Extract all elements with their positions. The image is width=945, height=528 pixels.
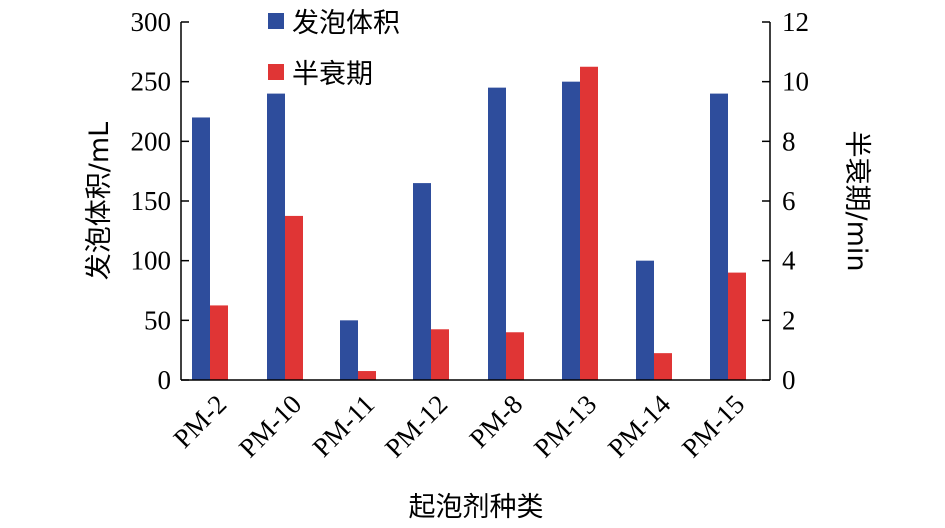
y2-tick-label: 2 (782, 305, 796, 335)
x-tick-label: PM-2 (168, 389, 233, 454)
y-tick-label: 200 (131, 126, 172, 156)
legend-swatch-halflife (268, 64, 284, 80)
bar-volume-pm-2 (192, 117, 210, 380)
right-ticks-group: 0 2 4 6 8 10 12 (762, 7, 809, 395)
y-tick-label: 0 (158, 365, 172, 395)
legend: 发泡体积 半衰期 (268, 8, 400, 90)
bar-volume-pm-12 (413, 183, 431, 380)
y2-tick-label: 10 (782, 67, 809, 97)
bar-halflife-pm-8 (506, 332, 524, 380)
x-tick-label: PM-10 (233, 389, 307, 463)
y2-tick-label: 0 (782, 365, 796, 395)
y2-tick-label: 4 (782, 246, 796, 276)
y-tick-label: 250 (131, 67, 172, 97)
x-tick-label: PM-14 (602, 389, 677, 464)
x-tick-label: PM-11 (307, 389, 381, 463)
x-tick-label: PM-8 (464, 389, 529, 454)
bar-halflife-pm-2 (210, 305, 228, 380)
legend-label-volume: 发泡体积 (292, 8, 400, 39)
x-tick-label: PM-15 (676, 389, 750, 463)
bar-halflife-pm-13 (580, 66, 598, 380)
bar-halflife-pm-11 (358, 371, 376, 380)
y-tick-label: 300 (131, 7, 172, 37)
x-tick-label: PM-12 (379, 389, 453, 463)
bar-halflife-pm-14 (654, 353, 672, 380)
left-ticks-group: 0 50 100 150 200 250 300 (131, 7, 189, 395)
bar-volume-pm-11 (340, 320, 358, 380)
y2-tick-label: 8 (782, 126, 796, 156)
legend-label-halflife: 半衰期 (292, 59, 373, 90)
bar-volume-pm-14 (636, 260, 654, 380)
y-tick-label: 150 (131, 186, 172, 216)
bar-volume-pm-8 (488, 87, 506, 380)
x-tick-label: PM-13 (528, 389, 602, 463)
bar-halflife-pm-15 (728, 272, 746, 380)
y2-tick-label: 6 (782, 186, 796, 216)
y-tick-label: 50 (144, 305, 171, 335)
y2-axis-title: 半衰期/min (841, 130, 872, 271)
y2-tick-label: 12 (782, 7, 809, 37)
bar-volume-pm-15 (710, 93, 728, 380)
legend-swatch-volume (268, 13, 284, 29)
y-axis-title: 发泡体积/mL (84, 122, 115, 280)
x-axis-title: 起泡剂种类 (409, 492, 544, 523)
bar-volume-pm-13 (562, 81, 580, 381)
bar-halflife-pm-12 (431, 329, 449, 380)
y-tick-label: 100 (131, 246, 172, 276)
bar-volume-pm-10 (267, 93, 285, 380)
bar-halflife-pm-10 (285, 215, 303, 380)
bars-group (192, 66, 746, 381)
